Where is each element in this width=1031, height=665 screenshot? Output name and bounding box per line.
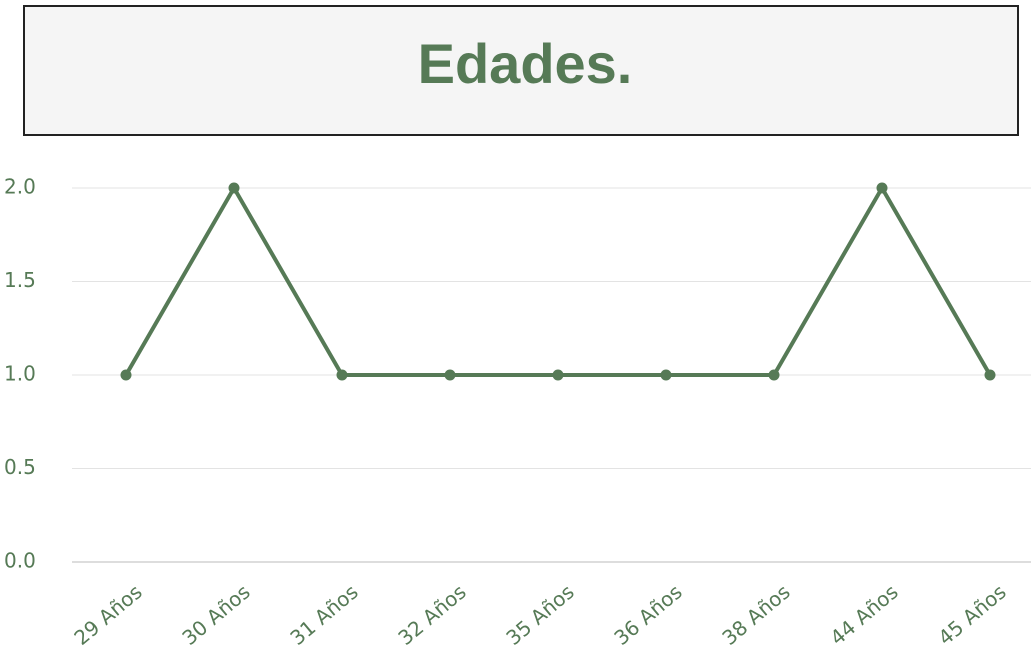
- x-tick-label: 36 Años: [609, 580, 686, 650]
- x-tick-label: 44 Años: [825, 580, 902, 650]
- point: [336, 369, 348, 381]
- point: [768, 369, 780, 381]
- x-tick-label: 31 Años: [285, 580, 362, 650]
- point: [660, 369, 672, 381]
- x-tick-label: 32 Años: [393, 580, 470, 650]
- point: [984, 369, 996, 381]
- x-tick-label: 29 Años: [69, 580, 146, 650]
- y-tick-label: 1.5: [4, 268, 36, 292]
- title-box: [23, 5, 1019, 136]
- x-tick-label: 30 Años: [177, 580, 254, 650]
- chart-title: Edades.: [418, 32, 633, 95]
- point: [444, 369, 456, 381]
- point: [120, 369, 132, 381]
- y-tick-label: 2.0: [4, 175, 36, 199]
- point: [552, 369, 564, 381]
- x-tick-label: 45 Años: [933, 580, 1010, 650]
- y-tick-label: 0.5: [4, 455, 36, 479]
- x-tick-label: 38 Años: [717, 580, 794, 650]
- y-tick-label: 1.0: [4, 362, 36, 386]
- point: [228, 182, 240, 194]
- y-tick-label: 0.0: [4, 549, 36, 573]
- x-tick-label: 35 Años: [501, 580, 578, 650]
- point: [876, 182, 888, 194]
